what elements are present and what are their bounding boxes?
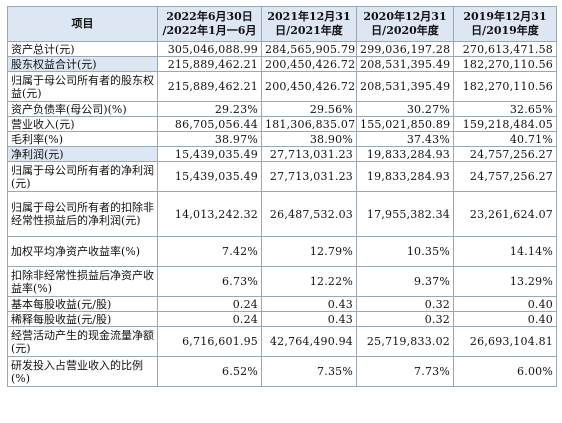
row-value: 6,716,601.95: [157, 326, 262, 357]
row-value: 208,531,395.49: [356, 71, 454, 102]
table-row: 毛利率(%) 38.97% 38.90% 37.43% 40.71%: [7, 131, 557, 147]
table-row: 股东权益合计(元) 215,889,462.21 200,450,426.72 208…: [7, 56, 557, 72]
row-value: 13.29%: [453, 266, 557, 297]
row-value: 42,764,490.94: [261, 326, 357, 357]
row-value: 14,013,242.32: [157, 191, 262, 237]
row-value: 23,261,624.07: [453, 191, 557, 237]
table-row: 净利润(元) 15,439,035.49 27,713,031.23 19,833,2…: [7, 146, 557, 162]
table-row: 归属于母公司所有者的股东权益(元) 215,889,462.21 200,450,4…: [7, 71, 557, 102]
row-value: 38.97%: [157, 131, 262, 147]
row-value: 155,021,850.89: [356, 116, 454, 132]
row-value: 26,487,532.03: [261, 191, 357, 237]
row-value: 10.35%: [356, 236, 454, 267]
row-value: 0.32: [356, 311, 454, 327]
table-row: 加权平均净资产收益率(%) 7.42% 12.79% 10.35% 14.14%: [7, 236, 557, 267]
row-value: 208,531,395.49: [356, 56, 454, 72]
row-value: 215,889,462.21: [157, 71, 262, 102]
table-row: 基本每股收益(元/股) 0.24 0.43 0.32 0.40: [7, 296, 557, 312]
row-value: 27,713,031.23: [261, 146, 357, 162]
row-label: 稀释每股收益(元/股): [7, 311, 158, 327]
row-value: 7.42%: [157, 236, 262, 267]
row-value: 15,439,035.49: [157, 161, 262, 192]
row-label: 研发投入占营业收入的比例(%): [7, 356, 158, 387]
row-value: 29.23%: [157, 101, 262, 117]
row-value: 24,757,256.27: [453, 146, 557, 162]
row-value: 26,693,104.81: [453, 326, 557, 357]
row-value: 19,833,284.93: [356, 161, 454, 192]
row-value: 299,036,197.28: [356, 41, 454, 57]
row-value: 6.52%: [157, 356, 262, 387]
row-value: 6.73%: [157, 266, 262, 297]
row-value: 15,439,035.49: [157, 146, 262, 162]
row-label: 归属于母公司所有者的股东权益(元): [7, 71, 158, 102]
row-label: 基本每股收益(元/股): [7, 296, 158, 312]
row-value: 182,270,110.56: [453, 71, 557, 102]
financial-table-container: 项目 2022年6月30日/2022年1月一6月 2021年12月31 日/202…: [7, 6, 557, 387]
row-label: 扣除非经常性损益后净资产收益率(%): [7, 266, 158, 297]
table-row: 扣除非经常性损益后净资产收益率(%) 6.73% 12.22% 9.37% 13.29%: [7, 266, 557, 297]
row-value: 14.14%: [453, 236, 557, 267]
row-value: 12.22%: [261, 266, 357, 297]
row-value: 86,705,056.44: [157, 116, 262, 132]
table-row: 资产负债率(母公司)(%) 29.23% 29.56% 30.27% 32.65%: [7, 101, 557, 117]
row-value: 37.43%: [356, 131, 454, 147]
header-item: 项目: [7, 6, 158, 42]
row-label: 资产负债率(母公司)(%): [7, 101, 158, 117]
row-value: 200,450,426.72: [261, 56, 357, 72]
row-value: 7.35%: [261, 356, 357, 387]
row-value: 0.32: [356, 296, 454, 312]
row-value: 0.40: [453, 311, 557, 327]
row-value: 0.43: [261, 311, 357, 327]
row-value: 32.65%: [453, 101, 557, 117]
row-label: 归属于母公司所有者的净利润(元): [7, 161, 158, 192]
row-value: 38.90%: [261, 131, 357, 147]
row-label: 资产总计(元): [7, 41, 158, 57]
row-value: 284,565,905.79: [261, 41, 357, 57]
header-period-2019: 2019年12月31 日/2019年度: [453, 6, 557, 42]
table-row: 归属于母公司所有者的扣除非经常性损益后的净利润(元) 14,013,242.32 2…: [7, 191, 557, 237]
row-value: 0.43: [261, 296, 357, 312]
table-row: 营业收入(元) 86,705,056.44 181,306,835.07 155,02…: [7, 116, 557, 132]
row-label: 归属于母公司所有者的扣除非经常性损益后的净利润(元): [7, 191, 158, 237]
row-value: 181,306,835.07: [261, 116, 357, 132]
row-value: 6.00%: [453, 356, 557, 387]
row-value: 0.40: [453, 296, 557, 312]
table-row: 研发投入占营业收入的比例(%) 6.52% 7.35% 7.73% 6.00%: [7, 356, 557, 387]
row-value: 24,757,256.27: [453, 161, 557, 192]
row-value: 30.27%: [356, 101, 454, 117]
row-label: 加权平均净资产收益率(%): [7, 236, 158, 267]
row-label: 净利润(元): [7, 146, 158, 162]
row-label: 经营活动产生的现金流量净额(元): [7, 326, 158, 357]
row-value: 215,889,462.21: [157, 56, 262, 72]
table-row: 经营活动产生的现金流量净额(元) 6,716,601.95 42,764,490.9…: [7, 326, 557, 357]
header-period-2020: 2020年12月31 日/2020年度: [356, 6, 454, 42]
row-value: 182,270,110.56: [453, 56, 557, 72]
row-label: 营业收入(元): [7, 116, 158, 132]
table-row: 归属于母公司所有者的净利润(元) 15,439,035.49 27,713,031.…: [7, 161, 557, 192]
header-period-2022h1: 2022年6月30日/2022年1月一6月: [157, 6, 262, 42]
row-value: 159,218,484.05: [453, 116, 557, 132]
header-period-2021: 2021年12月31 日/2021年度: [261, 6, 357, 42]
row-value: 0.24: [157, 296, 262, 312]
table-row: 资产总计(元) 305,046,088.99 284,565,905.79 299,0…: [7, 41, 557, 57]
row-value: 270,613,471.58: [453, 41, 557, 57]
row-label: 毛利率(%): [7, 131, 158, 147]
financial-summary-table: 项目 2022年6月30日/2022年1月一6月 2021年12月31 日/202…: [7, 6, 557, 387]
row-value: 19,833,284.93: [356, 146, 454, 162]
row-value: 12.79%: [261, 236, 357, 267]
row-value: 27,713,031.23: [261, 161, 357, 192]
row-value: 40.71%: [453, 131, 557, 147]
row-value: 9.37%: [356, 266, 454, 297]
row-value: 29.56%: [261, 101, 357, 117]
row-value: 0.24: [157, 311, 262, 327]
table-row: 稀释每股收益(元/股) 0.24 0.43 0.32 0.40: [7, 311, 557, 327]
row-value: 200,450,426.72: [261, 71, 357, 102]
row-value: 305,046,088.99: [157, 41, 262, 57]
row-value: 17,955,382.34: [356, 191, 454, 237]
table-header-row: 项目 2022年6月30日/2022年1月一6月 2021年12月31 日/202…: [7, 6, 557, 42]
row-value: 7.73%: [356, 356, 454, 387]
row-value: 25,719,833.02: [356, 326, 454, 357]
row-label: 股东权益合计(元): [7, 56, 158, 72]
